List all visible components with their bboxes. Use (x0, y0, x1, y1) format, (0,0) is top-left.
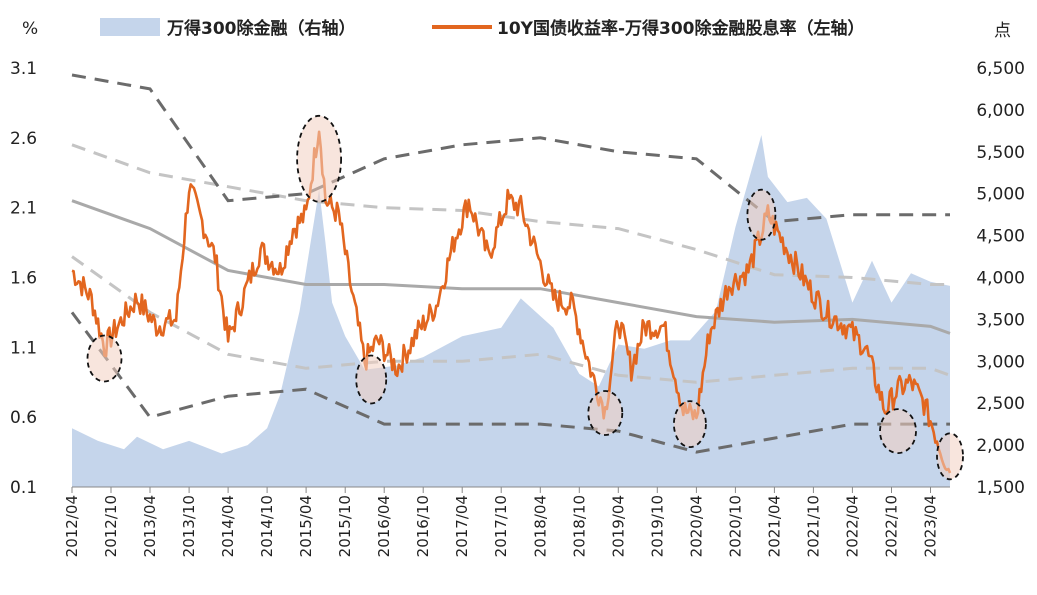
highlight-ellipse (936, 432, 964, 481)
x-tick-label: 2019/04 (609, 495, 627, 557)
left-y-tick-label: 1.1 (10, 338, 37, 358)
x-tick-label: 2015/10 (336, 495, 354, 557)
x-tick-label: 2021/10 (804, 495, 822, 557)
right-y-tick-label: 2,000 (976, 436, 1025, 456)
right-y-tick-label: 5,000 (976, 185, 1025, 205)
x-tick-label: 2022/10 (883, 495, 901, 557)
x-tick-label: 2013/10 (180, 495, 198, 557)
legend-label-area: 万得300除金融（右轴） (166, 18, 356, 39)
mean-line (71, 199, 951, 335)
band-upper-2sd-line (71, 73, 950, 224)
highlight-ellipse (673, 400, 707, 449)
x-tick-label: 2018/04 (531, 495, 549, 557)
x-tick-label: 2014/04 (219, 495, 237, 557)
right-y-tick-label: 3,000 (976, 352, 1025, 372)
right-y-tick-label: 1,500 (976, 478, 1025, 498)
x-tick-label: 2019/10 (648, 495, 666, 557)
x-tick-label: 2020/04 (687, 495, 705, 557)
x-tick-label: 2015/04 (297, 495, 315, 557)
highlight-ellipse (355, 354, 388, 405)
left-y-tick-label: 2.1 (10, 199, 37, 219)
x-tick-label: 2021/04 (765, 495, 783, 557)
left-axis-unit: % (22, 19, 38, 39)
right-y-tick-label: 6,000 (976, 101, 1025, 121)
area-series-wind300 (72, 135, 950, 487)
left-y-tick-label: 3.1 (10, 59, 37, 79)
left-y-tick-label: 1.6 (10, 269, 37, 289)
right-y-tick-label: 4,000 (976, 269, 1025, 289)
highlight-ellipse (746, 188, 777, 241)
legend-label-spread: 10Y国债收益率-万得300除金融股息率（左轴） (497, 18, 865, 39)
x-tick-label: 2014/10 (258, 495, 276, 557)
x-tick-label: 2018/10 (570, 495, 588, 557)
x-tick-label: 2022/04 (843, 495, 861, 557)
highlight-ellipse (296, 114, 343, 203)
x-tick-label: 2020/10 (726, 495, 744, 557)
highlight-ellipse (879, 408, 917, 455)
highlight-ellipse (587, 390, 624, 436)
right-y-tick-label: 6,500 (976, 59, 1025, 79)
legend-swatch-area (100, 18, 160, 36)
spread-line (71, 130, 952, 474)
band-lower-1sd-line (71, 255, 951, 384)
highlight-ellipse (86, 334, 123, 383)
x-tick-label: 2016/04 (375, 495, 393, 557)
x-tick-label: 2012/04 (63, 495, 81, 557)
x-tick-label: 2023/04 (922, 495, 940, 557)
band-lower-2sd-line (70, 311, 950, 454)
right-axis-unit: 点 (994, 21, 1011, 41)
x-tick-label: 2013/04 (141, 495, 159, 557)
right-y-tick-label: 4,500 (976, 227, 1025, 247)
x-tick-label: 2017/04 (453, 495, 471, 557)
left-y-tick-label: 0.1 (10, 478, 37, 498)
right-y-tick-label: 3,500 (976, 310, 1025, 330)
x-tick-label: 2017/10 (492, 495, 510, 557)
x-tick-label: 2016/10 (414, 495, 432, 557)
right-y-tick-label: 2,500 (976, 394, 1025, 414)
left-y-tick-label: 2.6 (10, 129, 37, 149)
left-y-tick-label: 0.6 (10, 408, 37, 428)
right-y-tick-label: 5,500 (976, 143, 1025, 163)
band-upper-1sd-line (71, 143, 950, 286)
x-tick-label: 2012/10 (102, 495, 120, 557)
